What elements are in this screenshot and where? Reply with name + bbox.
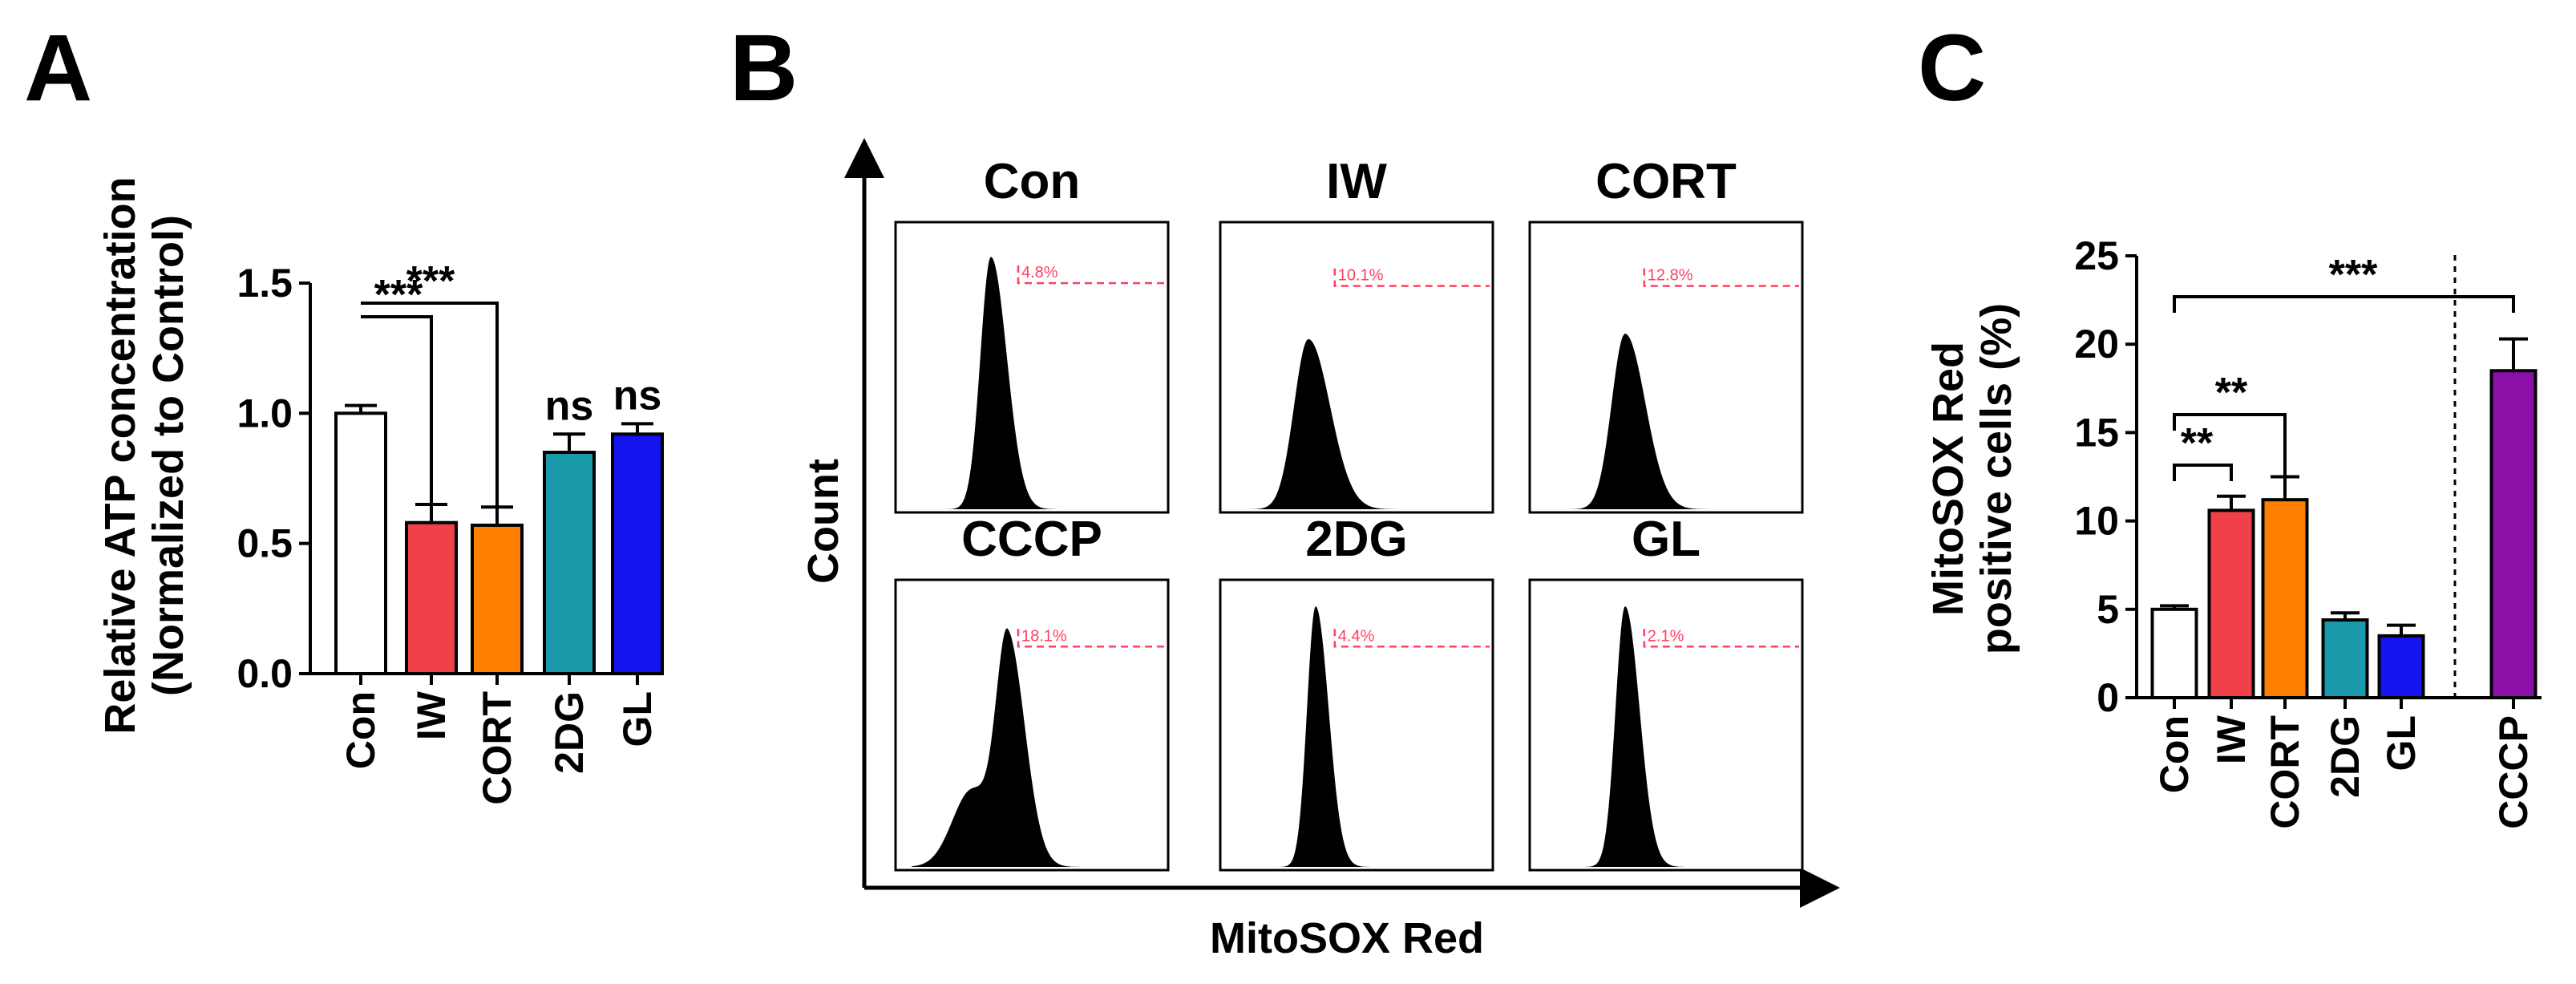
panel-a-significance: ****** ns ns (361, 258, 661, 513)
histogram-distribution-cccp (912, 628, 1152, 867)
x-tick-label-cccp: CCCP (2491, 715, 2536, 829)
significance-bracket-con-iw (2173, 464, 2233, 481)
bar-gl (2377, 634, 2425, 699)
panel-a-bars (334, 403, 664, 676)
significance-bracket-con-iw (361, 315, 433, 513)
y-tick-label: 1.0 (237, 391, 293, 435)
significance-label-con-cort: *** (406, 258, 455, 305)
histogram-iw: IW 10.1% (1219, 154, 1494, 514)
gate-marker-cort (1643, 268, 1799, 287)
significance-ns-gl: ns (613, 372, 662, 419)
histogram-title-gl: GL (1632, 512, 1700, 567)
gate-marker-con (1017, 265, 1165, 285)
bar-cort (2261, 498, 2309, 699)
bar-iw (405, 520, 458, 676)
gate-label-cort: 12.8% (1648, 267, 1693, 285)
x-tick-label-cort: CORT (2263, 715, 2307, 829)
y-axis-title-line-2: (Normalized to Control) (144, 215, 192, 696)
x-tick-label-iw: IW (2209, 715, 2254, 764)
histogram-title-cccp: CCCP (961, 512, 1102, 567)
histogram-frame-con (894, 221, 1170, 514)
panel-a-y-axis-title: Relative ATP concentration (Normalized to… (96, 176, 192, 734)
bar-2dg (2321, 618, 2369, 699)
y-tick-label: 20 (2074, 322, 2119, 366)
y-tick-label: 0 (2097, 675, 2119, 720)
histogram-cort: CORT 12.8% (1528, 154, 1804, 514)
panel-c-y-axis-title: MitoSOX Red positive cells (%) (1924, 303, 2020, 654)
gate-label-gl: 2.1% (1648, 627, 1684, 645)
x-tick-label-con: Con (338, 691, 383, 769)
gate-marker-iw (1333, 268, 1490, 287)
x-tick-label-con: Con (2152, 715, 2197, 793)
y-axis-title-line-2: positive cells (%) (1972, 303, 2020, 654)
panel-b-x-axis-title: MitoSOX Red (1210, 914, 1484, 962)
y-tick-label: 0.0 (237, 651, 293, 696)
gate-marker-2dg (1333, 629, 1490, 648)
x-tick-label-gl: GL (2379, 715, 2424, 771)
histogram-frame-cort (1528, 221, 1804, 514)
panel-a-axes: 0.0 0.5 1.0 1.5 Con IW CORT 2DG GL (237, 261, 660, 805)
y-axis-title-line-1: Relative ATP concentration (96, 176, 144, 734)
bar-cccp (2489, 369, 2538, 699)
y-tick-label: 25 (2074, 233, 2119, 278)
significance-label-con-cccp: *** (2329, 252, 2378, 298)
histogram-title-2dg: 2DG (1305, 512, 1407, 567)
histogram-2dg: 2DG 4.4% (1219, 512, 1494, 872)
panel-c-significance: ******* (2173, 252, 2515, 481)
gate-marker-gl (1643, 629, 1799, 648)
panel-b-histogram-grid: Con 4.8% IW 10.1% CORT 12.8% CCCP 18.1% 2DG 4.4% G… (894, 154, 1804, 872)
panel-b-y-axis-title: Count (799, 459, 847, 584)
histogram-con: Con 4.8% (894, 154, 1170, 514)
histogram-distribution-cort (1546, 334, 1786, 509)
bar-gl (611, 432, 664, 675)
histogram-gl: GL 2.1% (1528, 512, 1804, 872)
significance-label-con-cort: ** (2215, 370, 2248, 416)
bar-iw (2207, 508, 2255, 699)
panel-c-bars (2150, 337, 2538, 699)
histogram-frame-2dg (1219, 578, 1494, 872)
y-tick-label: 10 (2074, 499, 2119, 544)
histogram-distribution-iw (1236, 339, 1477, 509)
significance-bracket-con-cort (2173, 413, 2287, 479)
bar-con (2150, 607, 2198, 699)
histogram-frame-gl (1528, 578, 1804, 872)
panel-c-axes: 0 5 10 15 20 25 Con IW CORT 2DG GL CCCP (2074, 233, 2542, 829)
y-tick-label: 15 (2074, 410, 2119, 455)
histogram-frame-iw (1219, 221, 1494, 514)
gate-marker-cccp (1017, 629, 1165, 648)
panel-a-label: A (24, 15, 92, 121)
gate-label-cccp: 18.1% (1021, 627, 1067, 645)
gate-label-2dg: 4.4% (1338, 627, 1375, 645)
significance-bracket-con-cccp (2173, 295, 2515, 313)
histogram-title-cort: CORT (1595, 154, 1737, 209)
panel-c-mitosox-chart: C MitoSOX Red positive cells (%) 0 5 10 15 20… (1918, 15, 2542, 829)
bar-con (334, 411, 387, 675)
significance-label-con-iw: ** (2181, 420, 2214, 467)
x-tick-label-2dg: 2DG (2323, 715, 2368, 798)
panel-b-label: B (730, 15, 798, 121)
x-tick-label-iw: IW (409, 690, 454, 740)
bar-cort (471, 523, 524, 675)
histogram-title-iw: IW (1326, 154, 1387, 209)
histogram-title-con: Con (984, 154, 1081, 209)
significance-label-con-iw: *** (374, 272, 423, 318)
panel-b-flow-histograms: B Count MitoSOX Red Con 4.8% IW 10.1% CORT 12… (730, 15, 1840, 962)
x-tick-label-2dg: 2DG (547, 691, 592, 774)
y-tick-label: 0.5 (237, 521, 293, 566)
x-tick-label-cort: CORT (475, 691, 520, 805)
y-axis-title-line-1: MitoSOX Red (1924, 342, 1972, 616)
histogram-cccp: CCCP 18.1% (894, 512, 1170, 872)
y-tick-label: 1.5 (237, 261, 293, 306)
gate-label-iw: 10.1% (1338, 267, 1384, 285)
gate-label-con: 4.8% (1021, 264, 1058, 281)
significance-ns-2dg: ns (545, 383, 594, 429)
x-tick-label-gl: GL (615, 691, 660, 747)
bar-2dg (543, 451, 596, 675)
panel-c-label: C (1918, 15, 1986, 121)
significance-bracket-con-cort (361, 302, 499, 513)
y-tick-label: 5 (2097, 587, 2119, 632)
panel-a-atp-chart: A Relative ATP concentration (Normalized … (24, 15, 664, 805)
